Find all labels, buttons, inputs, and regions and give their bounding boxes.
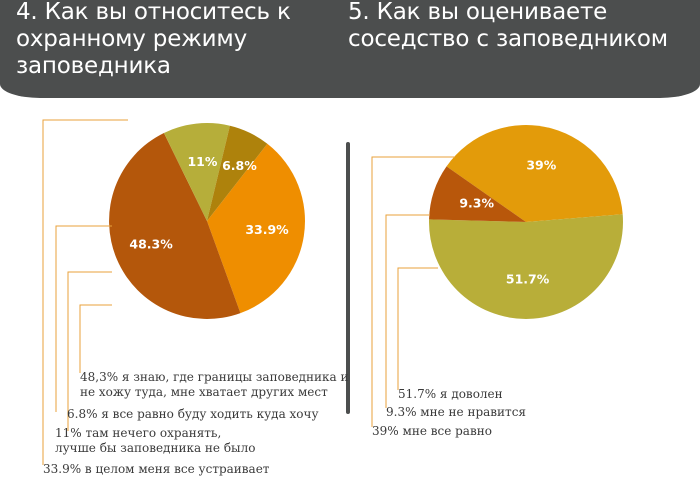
slice-label-5-2: 51.7% xyxy=(506,272,550,287)
pie-slice-5-2 xyxy=(428,214,623,319)
leader-line-5-1 xyxy=(371,156,455,427)
leader-line-5-2 xyxy=(397,267,438,390)
legend-entry-4-1: 33.9% в целом меня все устраивает xyxy=(43,462,270,476)
pie-slice-5-1 xyxy=(446,124,623,222)
legend-entry-5-3: 9.3% мне не нравится xyxy=(386,405,526,419)
slice-label-5-3: 9.3% xyxy=(459,195,494,210)
header-bar: 4. Как вы относитесь к охранному режиму … xyxy=(0,0,700,98)
pie-chart-question-4: 33.9% 48.3% 11% 6.8% 33.9% в целом меня все … xyxy=(42,119,349,476)
legend-entry-4-3: 11% там нечего охранять, лучше бы заповед… xyxy=(55,426,255,455)
pie-slice-4-3 xyxy=(163,123,230,221)
leader-line-4-3 xyxy=(67,271,112,431)
leader-line-4-4 xyxy=(55,225,112,412)
legend-entry-5-1: 39% мне все равно xyxy=(372,424,492,438)
leader-line-4-2 xyxy=(79,304,112,373)
pie-slice-4-1 xyxy=(207,143,305,314)
legend-entry-4-4: 6.8% я все равно буду ходить куда хочу xyxy=(67,407,319,421)
slice-label-4-1: 33.9% xyxy=(245,222,289,237)
pie-slice-5-3 xyxy=(429,166,526,222)
pie-slice-4-4 xyxy=(207,125,268,221)
slice-label-4-4: 6.8% xyxy=(222,158,257,173)
question-5-title: 5. Как вы оцениваете соседство с заповед… xyxy=(348,0,668,52)
leader-line-4-1 xyxy=(42,119,128,465)
leader-line-5-3 xyxy=(385,214,430,408)
column-divider xyxy=(346,142,350,414)
pie-chart-question-5: 39% 51.7% 9.3% 39% мне все равно 51.7% я дов… xyxy=(371,124,623,438)
legend-entry-5-2: 51.7% я доволен xyxy=(398,387,503,401)
slice-label-5-1: 39% xyxy=(526,157,556,172)
slice-label-4-3: 11% xyxy=(187,154,217,169)
slice-label-4-2: 48.3% xyxy=(129,236,173,251)
pie-slice-4-2 xyxy=(109,132,241,319)
question-4-title: 4. Как вы относитесь к охранному режиму … xyxy=(16,0,291,79)
